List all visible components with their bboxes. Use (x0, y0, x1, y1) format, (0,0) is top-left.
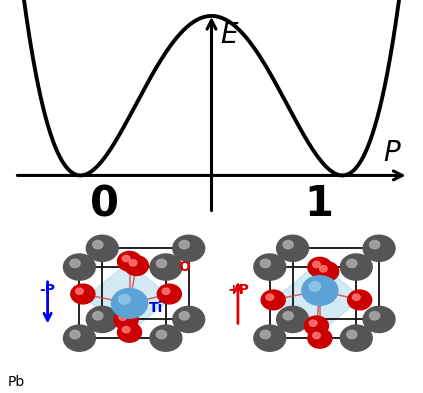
Circle shape (283, 241, 293, 249)
Circle shape (114, 310, 138, 330)
Circle shape (150, 325, 182, 351)
Circle shape (122, 255, 130, 262)
Circle shape (63, 325, 95, 351)
Text: Pb: Pb (8, 375, 25, 389)
Circle shape (315, 262, 339, 281)
Circle shape (157, 259, 167, 268)
Circle shape (308, 329, 332, 348)
Text: 0: 0 (90, 183, 118, 225)
Text: Ti: Ti (149, 301, 164, 315)
Circle shape (150, 254, 182, 280)
Circle shape (370, 241, 380, 249)
Circle shape (319, 266, 327, 272)
Circle shape (179, 241, 190, 249)
Circle shape (261, 290, 285, 310)
Circle shape (341, 325, 372, 351)
Circle shape (254, 254, 286, 280)
Text: O: O (178, 260, 190, 274)
Polygon shape (275, 263, 362, 334)
Circle shape (162, 288, 170, 294)
Circle shape (122, 327, 130, 333)
Circle shape (309, 320, 317, 326)
Circle shape (118, 252, 142, 271)
Circle shape (118, 323, 142, 342)
Circle shape (129, 260, 137, 266)
Circle shape (283, 312, 293, 320)
Circle shape (70, 330, 80, 339)
Circle shape (302, 276, 338, 305)
Circle shape (63, 254, 95, 280)
Circle shape (308, 257, 332, 277)
Circle shape (313, 332, 320, 339)
Circle shape (370, 312, 380, 320)
Circle shape (254, 325, 286, 351)
Circle shape (86, 235, 118, 261)
Circle shape (179, 312, 190, 320)
Circle shape (93, 241, 103, 249)
Circle shape (260, 259, 270, 268)
Circle shape (173, 306, 205, 332)
Circle shape (70, 259, 80, 268)
Circle shape (93, 312, 103, 320)
Circle shape (173, 235, 205, 261)
Circle shape (157, 284, 181, 304)
Circle shape (277, 235, 308, 261)
Text: -P: -P (40, 283, 55, 297)
Circle shape (119, 314, 126, 320)
Polygon shape (85, 263, 172, 334)
Text: P: P (384, 139, 400, 167)
Circle shape (119, 294, 130, 304)
Circle shape (348, 290, 372, 310)
Circle shape (260, 330, 270, 339)
Circle shape (157, 330, 167, 339)
Circle shape (124, 256, 148, 275)
Circle shape (266, 294, 274, 300)
Circle shape (363, 235, 395, 261)
Circle shape (309, 282, 321, 291)
Text: +P: +P (227, 283, 249, 297)
Text: 1: 1 (305, 183, 333, 225)
Circle shape (341, 254, 372, 280)
Circle shape (352, 294, 360, 300)
Circle shape (347, 259, 357, 268)
Circle shape (76, 288, 83, 294)
Circle shape (277, 306, 308, 332)
Circle shape (313, 261, 320, 268)
Circle shape (71, 284, 95, 304)
Circle shape (112, 288, 148, 318)
Circle shape (86, 306, 118, 332)
Circle shape (305, 316, 328, 336)
Circle shape (347, 330, 357, 339)
Text: E: E (221, 21, 238, 49)
Circle shape (363, 306, 395, 332)
